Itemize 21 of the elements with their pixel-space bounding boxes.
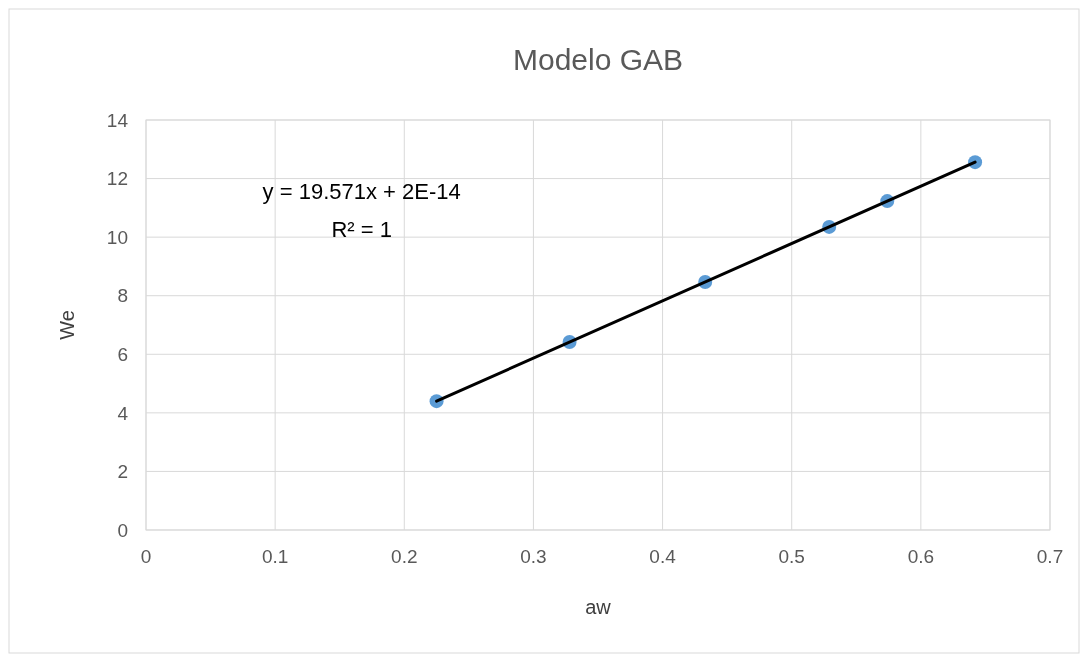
y-axis-title: We: [56, 310, 78, 340]
chart-title: Modelo GAB: [512, 43, 684, 76]
y-tick-label: 10: [106, 226, 128, 248]
x-tick-label: 0.7: [1036, 546, 1064, 567]
x-tick-label: 0.5: [778, 546, 805, 567]
y-tick-label: 4: [117, 402, 129, 424]
y-tick-label: 14: [106, 109, 129, 131]
y-tick-label: 6: [117, 343, 128, 365]
annotation: y = 19.571x + 2E-14: [262, 179, 461, 205]
x-tick-label: 0.2: [391, 546, 418, 567]
y-tick-label: 2: [117, 461, 128, 483]
y-tick-label: 12: [106, 168, 128, 190]
x-tick-label: 0: [140, 546, 152, 567]
x-tick-label: 0.4: [649, 546, 677, 567]
x-tick-label: 0.6: [907, 546, 935, 567]
x-axis-title: aw: [585, 596, 612, 618]
x-tick-label: 0.1: [261, 546, 289, 567]
y-tick-label: 0: [117, 519, 128, 541]
annotation: R² = 1: [331, 217, 392, 243]
x-tick-label: 0.3: [520, 546, 547, 567]
y-tick-label: 8: [117, 285, 128, 307]
